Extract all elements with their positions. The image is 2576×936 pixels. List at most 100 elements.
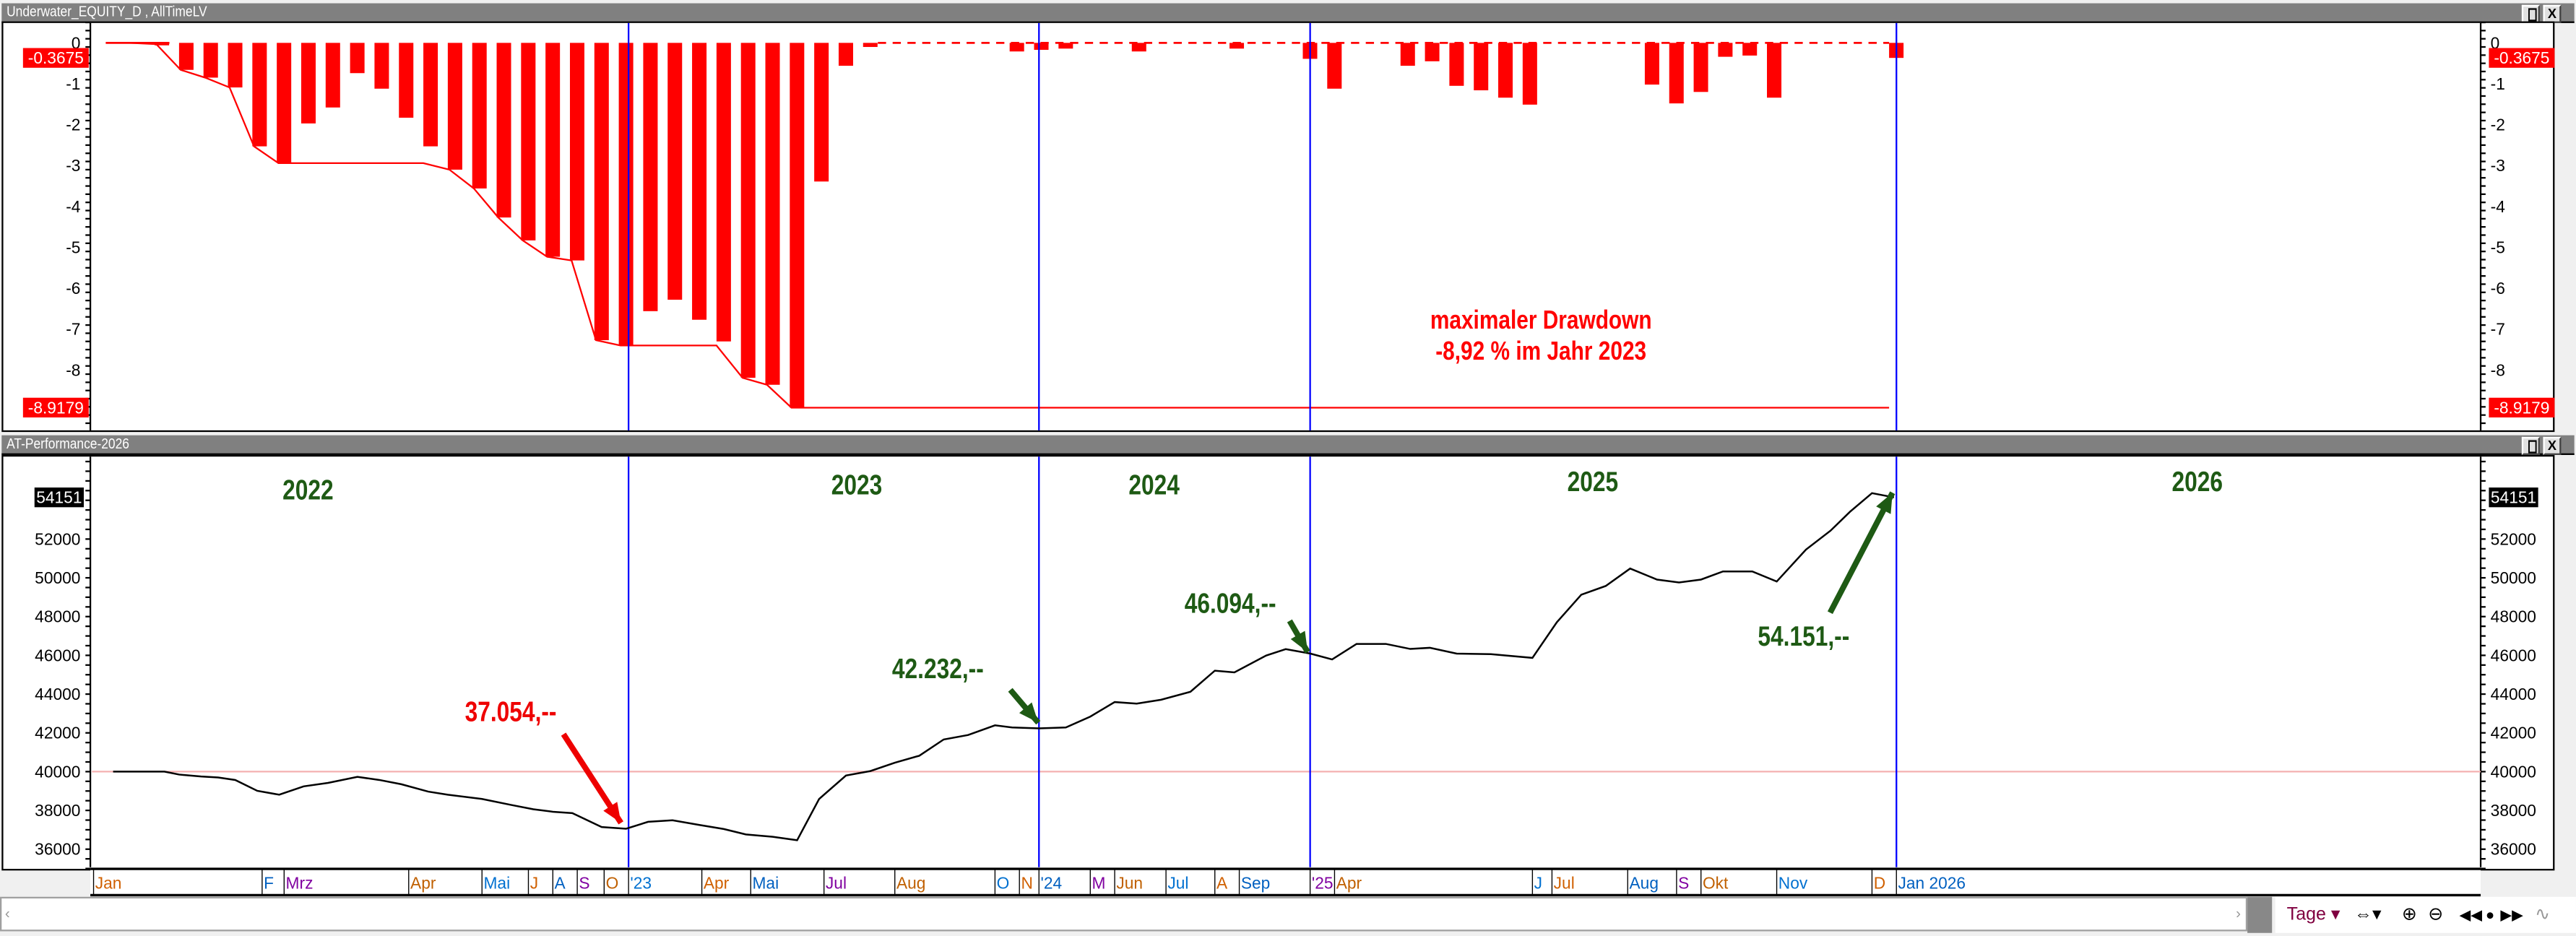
y-tick-label-right: 36000: [2491, 840, 2536, 859]
callout-46094: 46.094,--: [1184, 588, 1276, 620]
performance-panel-title: AT-Performance-2026: [7, 435, 129, 452]
zoom-in-icon[interactable]: ⊕: [2401, 905, 2417, 925]
date-tick-label: Nov: [1778, 873, 1808, 892]
date-tick-label: Mai: [483, 873, 510, 892]
scroll-horizontal-icon[interactable]: ⇔▾: [2354, 905, 2382, 925]
scroll-right-icon[interactable]: ›: [2236, 905, 2242, 922]
period-label: Tage: [2286, 905, 2326, 925]
drawdown-bar: [252, 43, 267, 147]
drawdown-bar: [521, 43, 536, 240]
y-tick-label-left: -7: [66, 320, 80, 339]
drawdown-bar: [1009, 43, 1024, 52]
date-tick-label: Sep: [1241, 873, 1270, 892]
restore-button[interactable]: [2521, 436, 2540, 455]
drawdown-bar: [1449, 43, 1464, 86]
y-tick-label-right: -5: [2491, 238, 2505, 256]
drawdown-bar: [1131, 43, 1146, 52]
drawdown-bar: [1522, 43, 1537, 105]
date-tick-label: D: [1874, 873, 1885, 892]
y-tick-label-right: 44000: [2491, 685, 2536, 703]
chart-toolbar: Tage ▾ ⇔▾ ⊕ ⊖ ◀◀ ● ▶▶ ∿: [2275, 896, 2576, 933]
date-tick-label: Jul: [1167, 873, 1188, 892]
y-tick-label-right: -4: [2491, 197, 2505, 216]
drawdown-bar: [1229, 43, 1245, 49]
step-back-icon[interactable]: ◀◀: [2459, 906, 2482, 924]
y-tick-label-left: 46000: [35, 646, 80, 664]
min-drawdown-tag-left: -8.9179: [28, 398, 84, 417]
zoom-out-icon[interactable]: ⊖: [2428, 905, 2444, 925]
drawdown-bar: [325, 43, 340, 108]
y-tick-label-right: -6: [2491, 279, 2505, 298]
max-drawdown-line1: maximaler Drawdown: [1430, 307, 1652, 335]
performance-plot-area: [1, 454, 2555, 871]
last-value-tag-left-bg: [34, 488, 84, 508]
horizontal-scrollbar[interactable]: ‹ ›: [0, 896, 2248, 932]
restore-icon: [2528, 440, 2537, 454]
scrollbar-thumb[interactable]: [2247, 896, 2273, 933]
drawdown-bar: [374, 43, 389, 89]
equity-line: [113, 492, 1895, 841]
drawdown-bar: [1669, 43, 1684, 104]
drawdown-bar: [1644, 43, 1659, 85]
date-tick-label: Jan 2026: [1898, 873, 1966, 892]
y-tick-label-left: 38000: [35, 801, 80, 820]
close-button[interactable]: X: [2543, 436, 2562, 455]
date-tick-label: S: [1678, 873, 1689, 892]
drawdown-bar: [1474, 43, 1489, 91]
drawdown-bar: [863, 43, 878, 48]
last-value-tag-right: 54151: [2491, 488, 2536, 507]
drawdown-bar: [838, 43, 853, 66]
drawdown-bar: [1034, 43, 1049, 50]
date-tick-label: Mrz: [286, 873, 314, 892]
drawdown-bar: [740, 43, 756, 378]
date-axis: [90, 869, 2481, 896]
performance-panel-titlebar[interactable]: AT-Performance-2026 X: [1, 435, 2575, 455]
drawdown-bar: [496, 43, 511, 218]
max-drawdown-annotation: maximaler Drawdown -8,92 % im Jahr 2023: [1406, 306, 1676, 368]
y-tick-label-right: 46000: [2491, 646, 2536, 664]
y-tick-label-left: 52000: [35, 529, 80, 548]
period-dropdown[interactable]: Tage ▾: [2286, 905, 2341, 925]
reset-icon[interactable]: ●: [2485, 906, 2495, 924]
year-label-2023: 2023: [831, 469, 883, 501]
drawdown-bar: [178, 43, 194, 70]
y-tick-label-left: -1: [66, 74, 80, 93]
date-tick-label: A: [1216, 873, 1228, 892]
y-tick-label-left: -5: [66, 238, 80, 256]
chart-style-icon[interactable]: ∿: [2535, 905, 2551, 925]
y-tick-label-right: 42000: [2491, 724, 2536, 742]
drawdown-bar: [1327, 43, 1342, 89]
drawdown-bar: [569, 43, 584, 261]
y-tick-label-left: 36000: [35, 840, 80, 859]
date-tick-label: O: [606, 873, 619, 892]
date-tick-label: Aug: [1630, 873, 1659, 892]
step-forward-icon[interactable]: ▶▶: [2500, 906, 2523, 924]
drawdown-bar: [692, 43, 707, 320]
date-tick-label: Jun: [1116, 873, 1143, 892]
y-tick-label-right: 40000: [2491, 762, 2536, 781]
min-drawdown-tag-left-bg: [22, 397, 89, 418]
y-tick-label-right: -2: [2491, 116, 2505, 134]
y-tick-label-left: -2: [66, 116, 80, 134]
drawdown-bar: [350, 43, 365, 74]
min-drawdown-tag-right-bg: [2489, 397, 2555, 418]
date-tick-label: Aug: [896, 873, 925, 892]
drawdown-bar: [155, 43, 170, 46]
drawdown-bar: [1498, 43, 1513, 98]
scroll-left-icon[interactable]: ‹: [4, 905, 10, 922]
date-tick-label: S: [579, 873, 589, 892]
drawdown-bar: [1425, 43, 1440, 61]
y-tick-label-right: -3: [2491, 156, 2505, 175]
callout-54151: 54.151,--: [1758, 620, 1850, 652]
date-tick-label: '24: [1041, 873, 1063, 892]
date-tick-label: J: [530, 873, 538, 892]
close-button[interactable]: X: [2543, 4, 2562, 23]
drawdown-bar: [447, 43, 462, 170]
drawdown-bar: [1693, 43, 1708, 92]
date-tick-label: O: [997, 873, 1010, 892]
drawdown-bar: [765, 43, 780, 385]
drawdown-bar: [716, 43, 731, 342]
y-tick-label-right: 48000: [2491, 607, 2536, 626]
